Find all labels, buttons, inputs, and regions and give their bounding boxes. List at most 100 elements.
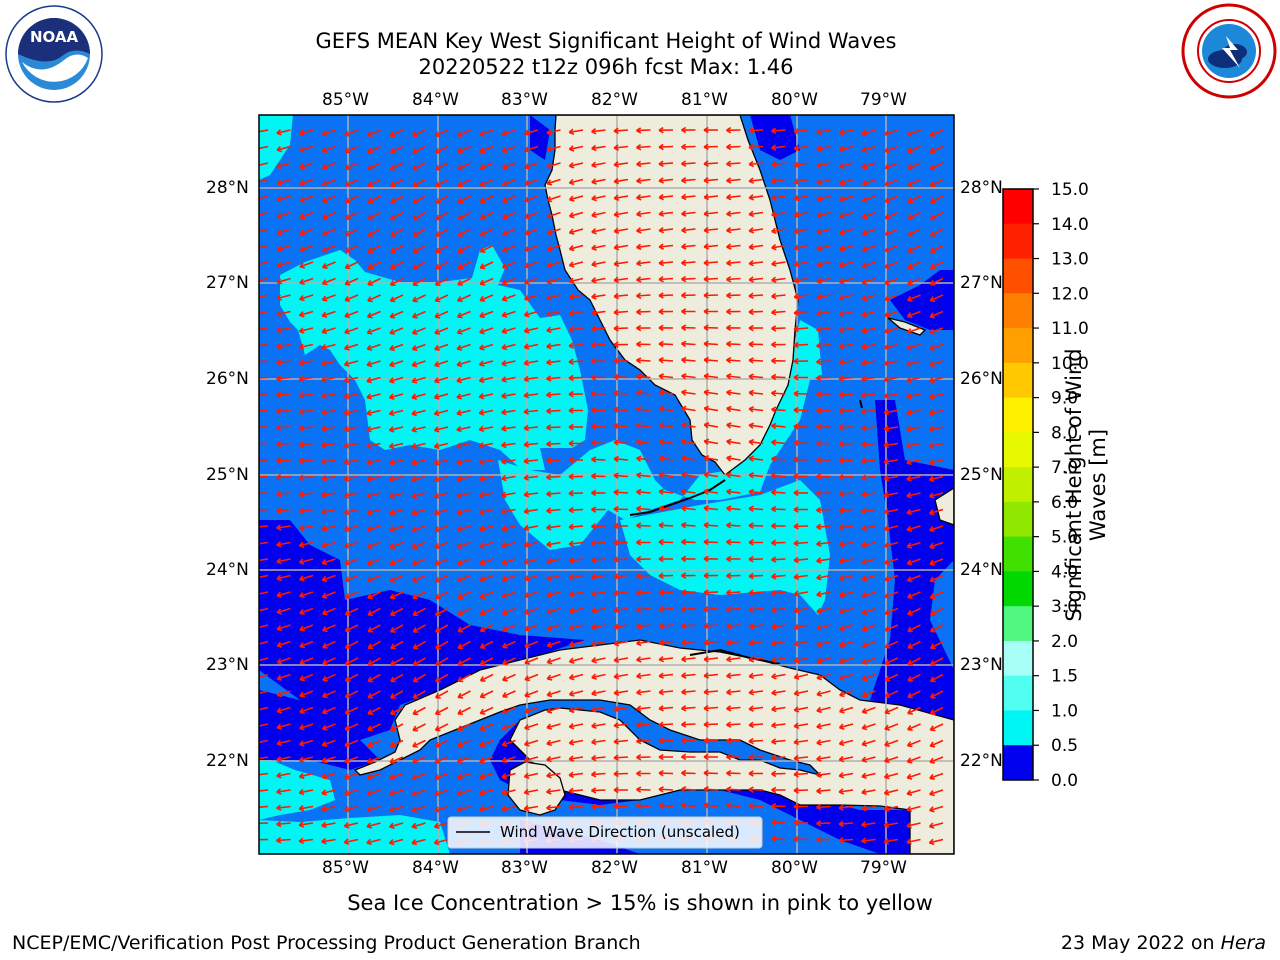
wind-arrow — [861, 673, 876, 682]
wind-arrow — [568, 293, 584, 301]
wind-arrow — [456, 442, 471, 449]
wind-arrow — [658, 505, 674, 512]
wind-arrow — [929, 294, 944, 303]
wind-arrow — [366, 789, 381, 797]
wind-arrow — [838, 739, 854, 747]
wind-arrow — [546, 375, 561, 382]
wind-arrow — [906, 541, 921, 549]
wind-arrow — [389, 706, 404, 716]
wind-arrow — [613, 623, 629, 630]
wind-arrow — [299, 640, 314, 649]
wind-arrow — [929, 277, 944, 286]
wind-arrow — [276, 440, 291, 448]
wind-arrow — [546, 244, 561, 252]
wind-arrow — [726, 126, 741, 134]
wind-arrow — [613, 539, 629, 547]
wind-arrow — [793, 374, 809, 381]
wind-arrow — [681, 589, 696, 596]
wind-arrow — [321, 558, 336, 566]
wind-arrow — [861, 524, 876, 532]
wind-arrow — [906, 376, 921, 384]
wind-arrow — [861, 739, 876, 747]
lon-tick-top: 83°W — [501, 90, 548, 110]
wind-arrow — [478, 508, 494, 516]
wind-arrow — [259, 376, 269, 379]
wind-arrow — [906, 129, 921, 137]
wind-arrow — [298, 343, 314, 350]
wind-arrow — [457, 739, 471, 748]
wind-arrow — [344, 756, 359, 764]
wind-arrow — [523, 541, 539, 548]
wind-arrow — [479, 228, 494, 237]
wind-arrow — [568, 706, 584, 714]
wind-arrow — [838, 391, 854, 399]
wind-arrow — [839, 178, 854, 186]
wind-arrow — [928, 376, 944, 384]
wind-arrow — [344, 574, 359, 583]
wind-arrow — [457, 624, 471, 633]
wind-arrow — [456, 409, 471, 416]
wind-arrow — [411, 772, 426, 781]
wind-arrow — [479, 739, 494, 748]
wind-arrow — [568, 624, 584, 631]
wind-arrow — [861, 392, 876, 399]
wind-arrow — [344, 277, 359, 286]
wind-arrow — [524, 211, 539, 220]
wind-arrow — [367, 607, 381, 616]
wind-arrow — [929, 195, 944, 204]
wind-arrow — [591, 506, 606, 513]
wind-arrow — [771, 835, 786, 842]
wind-arrow — [388, 426, 404, 433]
wind-arrow — [568, 723, 584, 730]
wind-arrow — [434, 756, 449, 764]
wind-arrow — [861, 772, 876, 779]
wind-arrow — [613, 161, 629, 168]
wind-arrow — [636, 572, 651, 580]
wind-arrow — [321, 277, 336, 286]
wind-arrow — [390, 640, 404, 650]
wind-arrow — [501, 541, 516, 549]
wind-arrow — [276, 244, 291, 252]
chart-subtitle: 20220522 t12z 096h fcst Max: 1.46 — [418, 55, 794, 79]
wind-arrow — [816, 293, 831, 301]
wind-arrow — [928, 508, 944, 516]
wind-arrow — [591, 178, 606, 185]
wind-arrow — [658, 802, 674, 809]
wind-arrow — [613, 325, 629, 332]
wind-arrow — [771, 144, 786, 151]
wind-arrow — [906, 574, 921, 583]
wind-arrow — [546, 473, 561, 481]
wind-arrow — [433, 822, 449, 829]
wind-arrow — [907, 211, 921, 220]
colorbar-label: Significant Height of Wind Waves [m] — [1062, 348, 1110, 622]
wind-arrow — [816, 624, 831, 631]
wind-arrow — [568, 574, 584, 581]
wind-arrow — [884, 327, 899, 334]
wind-arrow — [928, 822, 944, 829]
wind-arrow — [389, 310, 404, 319]
wind-arrow — [456, 789, 471, 797]
wind-arrow — [838, 772, 854, 779]
wind-arrow — [411, 327, 426, 335]
wind-arrow — [703, 505, 719, 512]
wind-arrow — [434, 145, 449, 154]
wind-arrow — [434, 525, 449, 533]
wind-arrow — [748, 589, 764, 597]
wind-arrow — [816, 326, 831, 333]
wind-arrow — [457, 690, 471, 699]
colorbar-swatch — [1003, 640, 1033, 677]
wind-arrow — [613, 276, 629, 284]
wind-arrow — [771, 309, 786, 316]
wind-arrow — [861, 195, 876, 203]
wind-arrow — [568, 390, 584, 398]
wind-arrow — [748, 539, 764, 546]
wind-arrow — [523, 343, 539, 350]
wind-arrow — [276, 277, 291, 285]
lat-tick-right: 26°N — [960, 369, 1003, 389]
wind-arrow — [613, 673, 629, 680]
wind-arrow — [726, 356, 741, 364]
wind-arrow — [726, 324, 741, 332]
wind-arrow — [568, 358, 584, 366]
wind-arrow — [456, 426, 471, 433]
colorbar-swatch — [1003, 745, 1033, 781]
